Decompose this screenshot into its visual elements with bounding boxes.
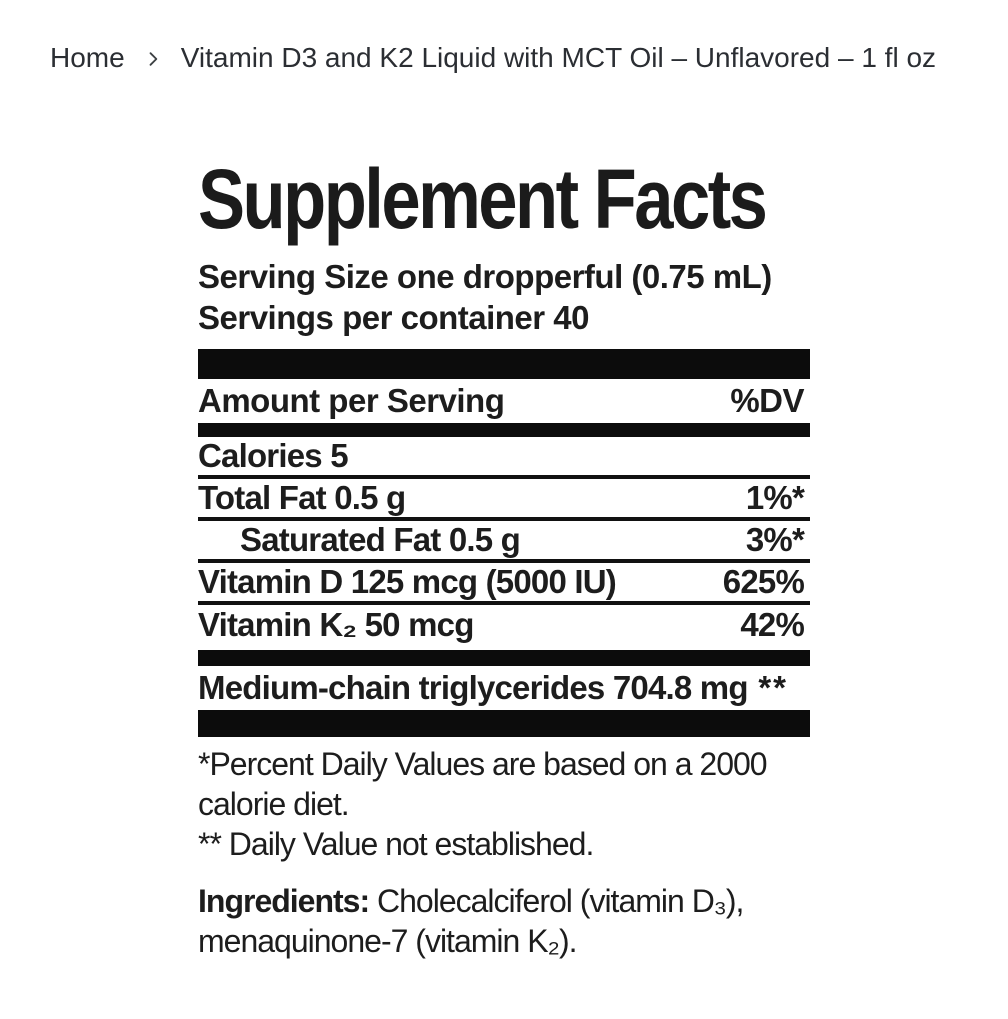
nutrient-row-vitamin-d: Vitamin D 125 mcg (5000 IU) 625% (198, 563, 810, 605)
chevron-right-icon (143, 49, 163, 69)
nutrient-row-mct: Medium-chain triglycerides 704.8 mg ** (198, 666, 810, 710)
footnotes: *Percent Daily Values are based on a 200… (198, 744, 810, 864)
serving-info: Serving Size one dropperful (0.75 mL) Se… (198, 256, 810, 338)
percent-dv-header: %DV (730, 382, 804, 419)
supplement-facts-panel: Supplement Facts Serving Size one droppe… (198, 156, 810, 961)
ingredients-text: Cholecalciferol (vitamin D₃), menaquinon… (198, 883, 744, 959)
breadcrumb: Home Vitamin D3 and K2 Liquid with MCT O… (0, 0, 1008, 74)
serving-size-text: Serving Size one dropperful (0.75 mL) (198, 258, 772, 295)
nutrient-value: 3%* (745, 521, 805, 558)
amount-per-serving-header: Amount per Serving (198, 382, 505, 419)
nutrient-value: ** (758, 669, 788, 706)
nutrient-row-calories: Calories 5 (198, 437, 810, 479)
nutrient-label: Vitamin K₂ 50 mcg (198, 606, 474, 643)
footnote-daily-values: *Percent Daily Values are based on a 200… (198, 746, 768, 822)
breadcrumb-home-link[interactable]: Home (50, 42, 125, 73)
nutrient-label: Total Fat 0.5 g (198, 479, 406, 516)
divider-bar-bottom (198, 710, 810, 737)
supplement-facts-title: Supplement Facts (198, 152, 768, 246)
nutrient-label: Saturated Fat 0.5 g (240, 521, 521, 558)
nutrient-label: Medium-chain triglycerides 704.8 mg (198, 669, 749, 706)
divider-bar-top (198, 349, 810, 379)
divider-bar-header (198, 423, 810, 437)
nutrient-value: 625% (722, 563, 805, 600)
servings-per-container-text: Servings per container 40 (198, 299, 590, 336)
nutrient-label: Vitamin D 125 mcg (5000 IU) (198, 563, 617, 600)
nutrient-value: 1%* (745, 479, 805, 516)
nutrient-label: Calories 5 (198, 437, 349, 474)
footnote-not-established: ** Daily Value not established. (198, 826, 594, 862)
nutrient-row-saturated-fat: Saturated Fat 0.5 g 3%* (198, 521, 810, 563)
divider-bar-mid (198, 650, 810, 666)
nutrient-value: 42% (740, 606, 804, 643)
ingredients-paragraph: Ingredients: Cholecalciferol (vitamin D₃… (198, 881, 810, 961)
table-header-row: Amount per Serving %DV (198, 379, 810, 423)
breadcrumb-product-title: Vitamin D3 and K2 Liquid with MCT Oil – … (180, 42, 937, 73)
nutrient-row-vitamin-k2: Vitamin K₂ 50 mcg 42% (198, 605, 810, 645)
ingredients-label: Ingredients: (198, 883, 370, 919)
nutrient-row-total-fat: Total Fat 0.5 g 1%* (198, 479, 810, 521)
